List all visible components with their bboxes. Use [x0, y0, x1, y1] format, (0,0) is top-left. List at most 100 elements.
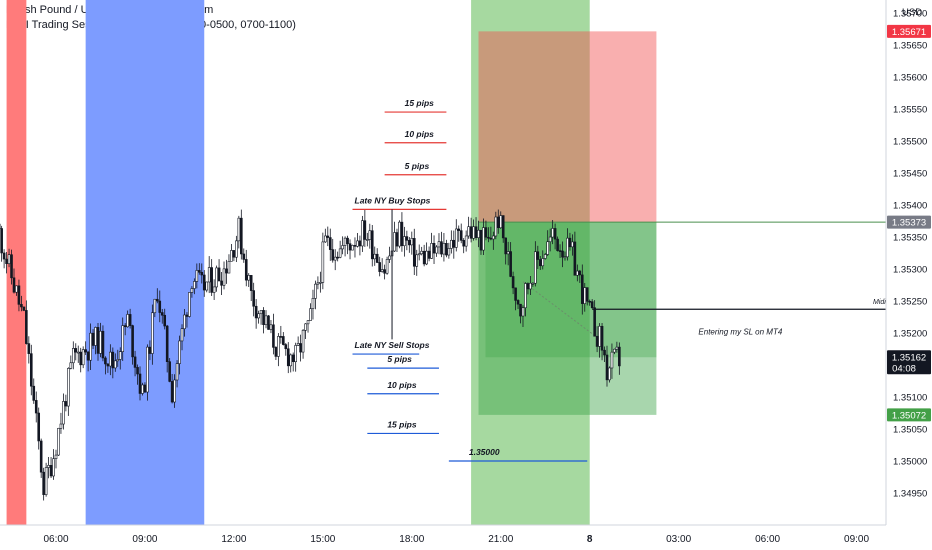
candle-body [217, 267, 221, 282]
candle-body [5, 258, 8, 264]
candle-body [370, 230, 374, 260]
y-tick-10: 1.35200 [893, 328, 927, 339]
candle-body [417, 253, 421, 256]
price-tag-2 [887, 350, 931, 375]
candle-body [232, 250, 236, 258]
candle-body [17, 285, 21, 305]
x-tick-3: 15:00 [310, 534, 335, 545]
candle-body [420, 250, 423, 255]
candle-body [373, 253, 377, 260]
candle-body [62, 401, 65, 425]
candle-body [198, 270, 201, 273]
candle-body [94, 327, 97, 346]
candle-body [588, 300, 592, 303]
candle-body [408, 240, 411, 246]
candle-body [521, 307, 525, 317]
candle-body [259, 310, 263, 315]
candle-body [400, 221, 404, 247]
stop-loss-zone [478, 31, 657, 223]
candle-body [452, 239, 456, 248]
candle-body [501, 215, 505, 239]
level-label-6: 10 pips [387, 380, 417, 390]
candle-body [585, 287, 589, 302]
candle-body [479, 229, 483, 251]
candle-body [133, 356, 137, 368]
candle-body [393, 232, 396, 252]
candle-body [398, 221, 401, 247]
candle-body [324, 235, 327, 243]
candle-body [331, 249, 335, 261]
candle-body [163, 314, 167, 327]
candle-body [257, 313, 260, 319]
candle-body [282, 336, 285, 345]
candle-body [67, 368, 70, 407]
candle-body [114, 360, 117, 369]
candle-body [195, 270, 199, 282]
candle-body [499, 215, 503, 229]
candle-body [215, 267, 218, 288]
candle-body [89, 332, 92, 361]
candle-body [200, 271, 204, 276]
candle-body [57, 428, 60, 456]
candle-body [15, 285, 18, 293]
candle-body [403, 236, 406, 247]
candle-body [543, 254, 547, 259]
candle-body [188, 292, 191, 317]
y-tick-8: 1.35300 [893, 264, 927, 275]
candle-body [264, 315, 268, 325]
candle-body [44, 467, 48, 495]
candle-body [225, 268, 228, 274]
price-tag-0 [887, 24, 931, 38]
candle-body [128, 314, 132, 326]
candle-body [366, 239, 369, 241]
candle-body [25, 310, 28, 344]
candle-body [286, 348, 290, 367]
candle-body [158, 300, 162, 313]
candle-body [526, 283, 530, 290]
x-tick-7: 03:00 [666, 534, 691, 545]
candle-body [109, 351, 112, 367]
level-label-7: 15 pips [387, 419, 417, 429]
candle-body [304, 323, 307, 331]
candle-body [395, 232, 399, 247]
x-tick-6: 8 [587, 534, 593, 545]
candle-body [20, 304, 23, 308]
candle-body [484, 227, 488, 238]
candle-body [319, 282, 322, 284]
candle-body [220, 280, 223, 286]
price-tag-value-2: 1.35162 [892, 352, 926, 363]
candle-body [534, 251, 537, 284]
price-tag-countdown: 04:08 [892, 363, 916, 374]
candle-body [551, 228, 554, 238]
x-tick-0: 06:00 [43, 534, 68, 545]
candle-body [314, 283, 317, 299]
candle-body [47, 465, 50, 468]
candle-body [608, 367, 611, 381]
candle-body [106, 363, 110, 367]
candle-body [583, 287, 587, 304]
candle-body [553, 228, 557, 240]
candle-body [37, 412, 41, 442]
y-tick-0: 1.35700 [893, 8, 927, 19]
candle-body [358, 240, 362, 247]
candle-body [0, 228, 3, 254]
candle-body [605, 354, 609, 381]
candle-body [254, 305, 258, 319]
candle-body [573, 241, 577, 276]
candle-body [49, 465, 53, 477]
candle-body [469, 226, 473, 239]
y-tick-12: 1.35050 [893, 424, 927, 435]
candle-body [442, 243, 446, 255]
candle-body [99, 330, 102, 354]
candle-body [141, 384, 144, 394]
candle-body [356, 240, 359, 247]
candle-body [336, 256, 339, 259]
candle-body [450, 239, 453, 249]
x-tick-9: 09:00 [844, 534, 869, 545]
price-tag-1 [887, 215, 931, 229]
candle-body [74, 348, 78, 353]
price-tag-value-1: 1.35373 [892, 218, 926, 229]
candle-body [536, 251, 540, 260]
candle-body [207, 267, 211, 283]
